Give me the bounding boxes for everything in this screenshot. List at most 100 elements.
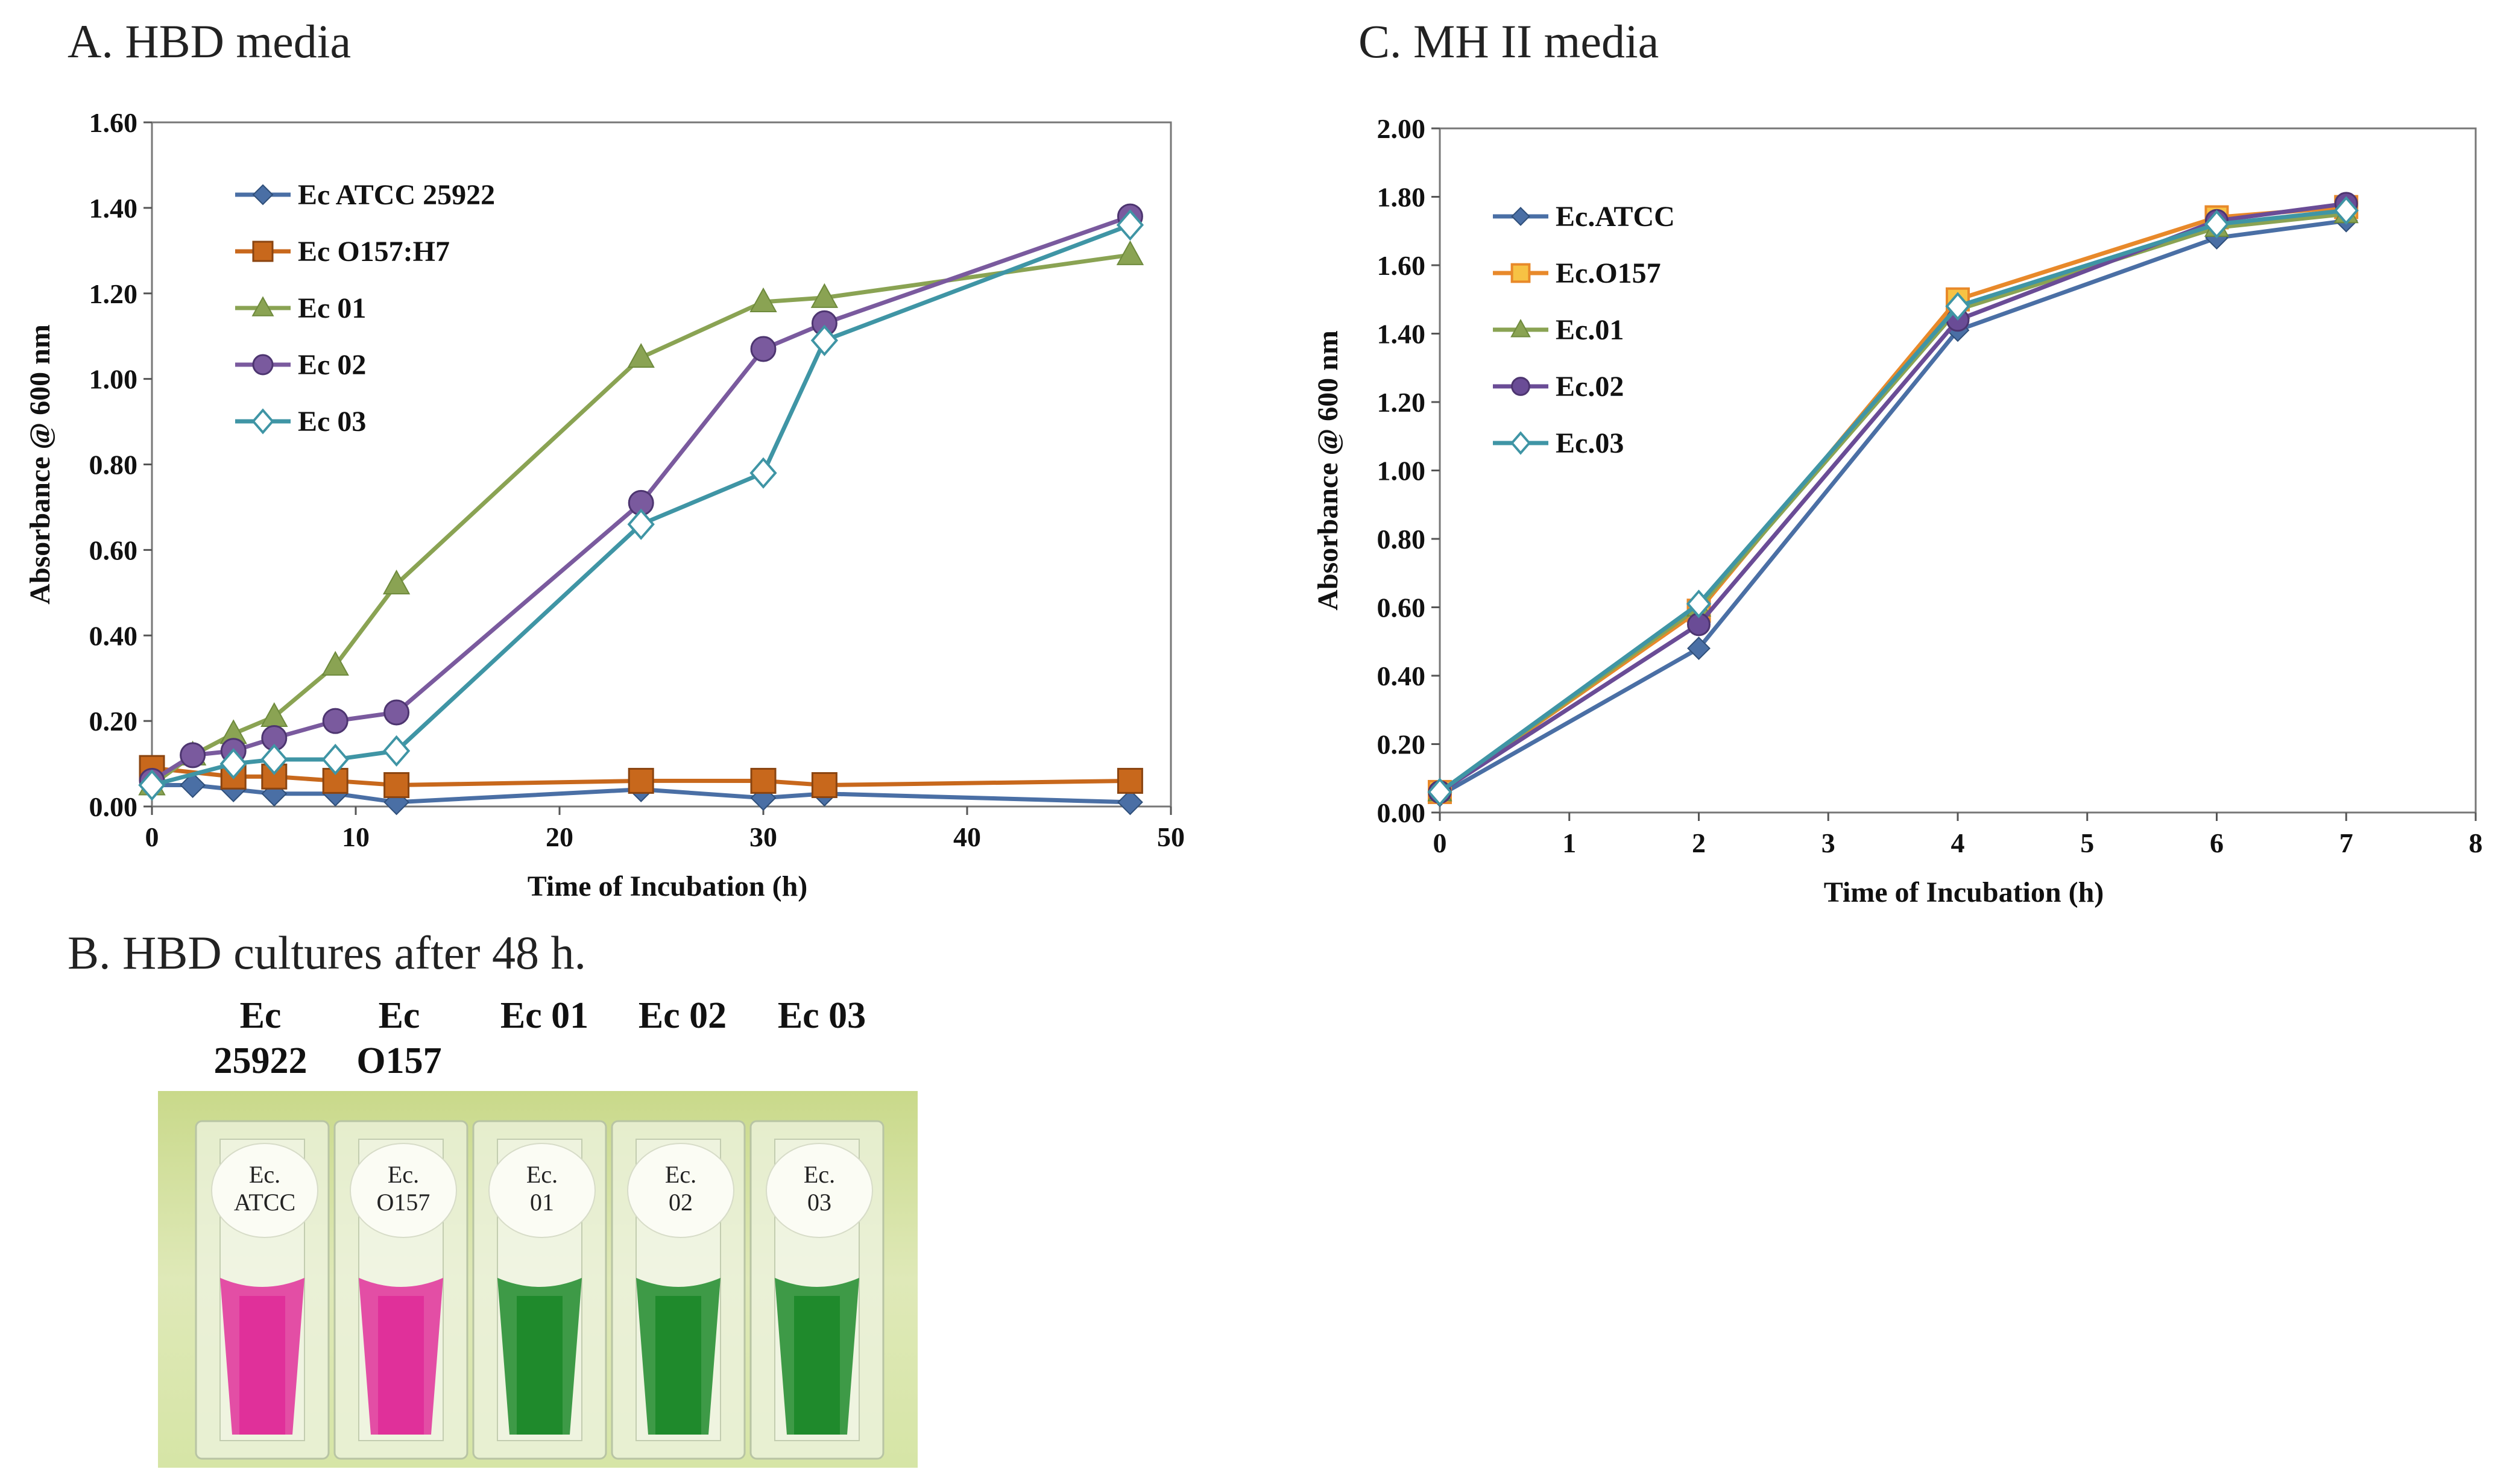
- cuvette: Ec.01: [472, 1120, 607, 1460]
- cuvette-liquid-core: [794, 1296, 840, 1435]
- y-tick-label: 1.20: [1377, 387, 1426, 418]
- series-line: [152, 783, 1131, 805]
- y-tick-label: 0.00: [1377, 797, 1426, 828]
- legend-entry: Ec 01: [298, 292, 366, 324]
- data-point: [1687, 637, 1711, 661]
- y-tick-label: 0.80: [89, 450, 138, 480]
- data-point: [321, 650, 349, 676]
- series-ec-03: [138, 209, 1144, 801]
- y-tick-label: 0.40: [1377, 661, 1426, 691]
- data-point: [1945, 292, 1970, 321]
- legend-entry: Ec.01: [1556, 314, 1624, 346]
- culture-header-line2: O157: [356, 1040, 441, 1081]
- legend-entry: Ec 03: [298, 406, 366, 438]
- legend-entry: Ec.ATCC: [1556, 201, 1675, 233]
- culture-header: Ec: [240, 995, 282, 1036]
- data-point: [180, 742, 206, 769]
- data-point: [810, 283, 839, 308]
- y-axis-label: Absorbance @ 600 nm: [1312, 330, 1344, 611]
- culture-header: Ec 03: [778, 995, 866, 1036]
- cuvette-liquid-core: [517, 1296, 563, 1435]
- x-tick-label: 40: [953, 822, 981, 852]
- legend-marker: [251, 296, 274, 316]
- y-tick-label: 1.40: [1377, 319, 1426, 350]
- legend-marker: [1510, 263, 1531, 283]
- data-point: [219, 748, 247, 780]
- data-point: [382, 735, 411, 767]
- cuvette-liquid-core: [378, 1296, 424, 1435]
- x-tick-label: 10: [342, 822, 370, 852]
- y-tick-label: 0.60: [89, 535, 138, 565]
- x-axis-label: Time of Incubation (h): [1824, 876, 2104, 908]
- y-tick-label: 2.00: [1377, 113, 1426, 144]
- data-point: [1427, 778, 1452, 806]
- y-tick-label: 1.00: [89, 364, 138, 395]
- x-tick-label: 6: [2210, 828, 2224, 858]
- cuvette-label: Ec.: [804, 1161, 835, 1188]
- data-point: [1117, 789, 1143, 816]
- cuvette-label-line2: O157: [377, 1189, 430, 1216]
- legend-entry: Ec.03: [1556, 427, 1624, 459]
- mh-growth-chart: 0.00 0.20 0.40 0.60 0.80 1.00 1.20 1.40 1.60 1.80…: [1312, 113, 2483, 908]
- series-line: [1439, 201, 2347, 794]
- x-tick-label: 1: [1562, 828, 1576, 858]
- x-tick-label: 50: [1157, 822, 1185, 852]
- legend-entry: Ec ATCC 25922: [298, 179, 495, 211]
- data-point: [138, 769, 166, 801]
- y-tick-label: 1.60: [1377, 250, 1426, 281]
- data-point: [627, 343, 655, 368]
- y-tick-label: 1.00: [1377, 456, 1426, 486]
- legend-marker: [1511, 207, 1530, 226]
- legend-marker: [252, 184, 274, 206]
- series-ec-o157-h7: [139, 755, 1143, 799]
- x-tick-label: 8: [2469, 828, 2483, 858]
- y-tick-label: 0.20: [89, 706, 138, 737]
- data-point: [322, 708, 348, 734]
- legend-marker: [252, 354, 274, 376]
- culture-header: Ec 01: [500, 995, 588, 1036]
- cuvette-sticker: [766, 1143, 873, 1238]
- data-point: [260, 743, 288, 776]
- data-point: [1116, 209, 1144, 241]
- x-tick-label: 0: [1433, 828, 1447, 858]
- y-tick-label: 0.20: [1377, 729, 1426, 760]
- data-point: [321, 743, 349, 776]
- legend-entry: Ec.02: [1556, 371, 1624, 403]
- x-tick-label: 3: [1821, 828, 1835, 858]
- legend: Ec ATCC 25922 Ec O157:H7 Ec 01 Ec 02 Ec 03: [235, 179, 495, 438]
- data-point: [750, 336, 777, 362]
- cuvette-liquid-core: [655, 1296, 701, 1435]
- data-point: [1686, 590, 1712, 618]
- y-tick-label: 0.60: [1377, 593, 1426, 623]
- panel-c-title: C. MH II media: [1358, 15, 1659, 68]
- legend-marker: [1510, 431, 1531, 455]
- y-tick-label: 0.00: [89, 791, 138, 822]
- data-point: [628, 767, 654, 794]
- cuvette-label: Ec.: [526, 1161, 558, 1188]
- series-ec-atcc: [1428, 209, 2358, 808]
- culture-header: Ec: [379, 995, 420, 1036]
- cuvette-label: Ec.: [388, 1161, 419, 1188]
- plot-area: [151, 121, 1172, 808]
- series-ec-03: [1427, 196, 2359, 806]
- cuvette-label-line2: 02: [669, 1189, 693, 1216]
- data-point: [627, 508, 655, 540]
- x-tick-label: 4: [1951, 828, 1965, 858]
- legend: Ec.ATCC Ec.O157 Ec.01 Ec.02 Ec.03: [1493, 201, 1675, 459]
- legend-entry: Ec O157:H7: [298, 236, 450, 268]
- data-point: [383, 772, 410, 799]
- y-tick-label: 1.40: [89, 193, 138, 224]
- data-point: [1116, 240, 1144, 265]
- series-line: [150, 253, 1131, 787]
- y-tick-label: 1.60: [89, 107, 138, 138]
- data-point: [382, 570, 411, 595]
- x-tick-label: 20: [546, 822, 573, 852]
- legend-entry: Ec.O157: [1556, 257, 1661, 289]
- x-tick-label: 0: [145, 822, 159, 852]
- cuvette: Ec.O157: [333, 1120, 468, 1460]
- cuvette: Ec.02: [611, 1120, 746, 1460]
- legend-marker: [251, 408, 274, 435]
- x-tick-label: 5: [2080, 828, 2094, 858]
